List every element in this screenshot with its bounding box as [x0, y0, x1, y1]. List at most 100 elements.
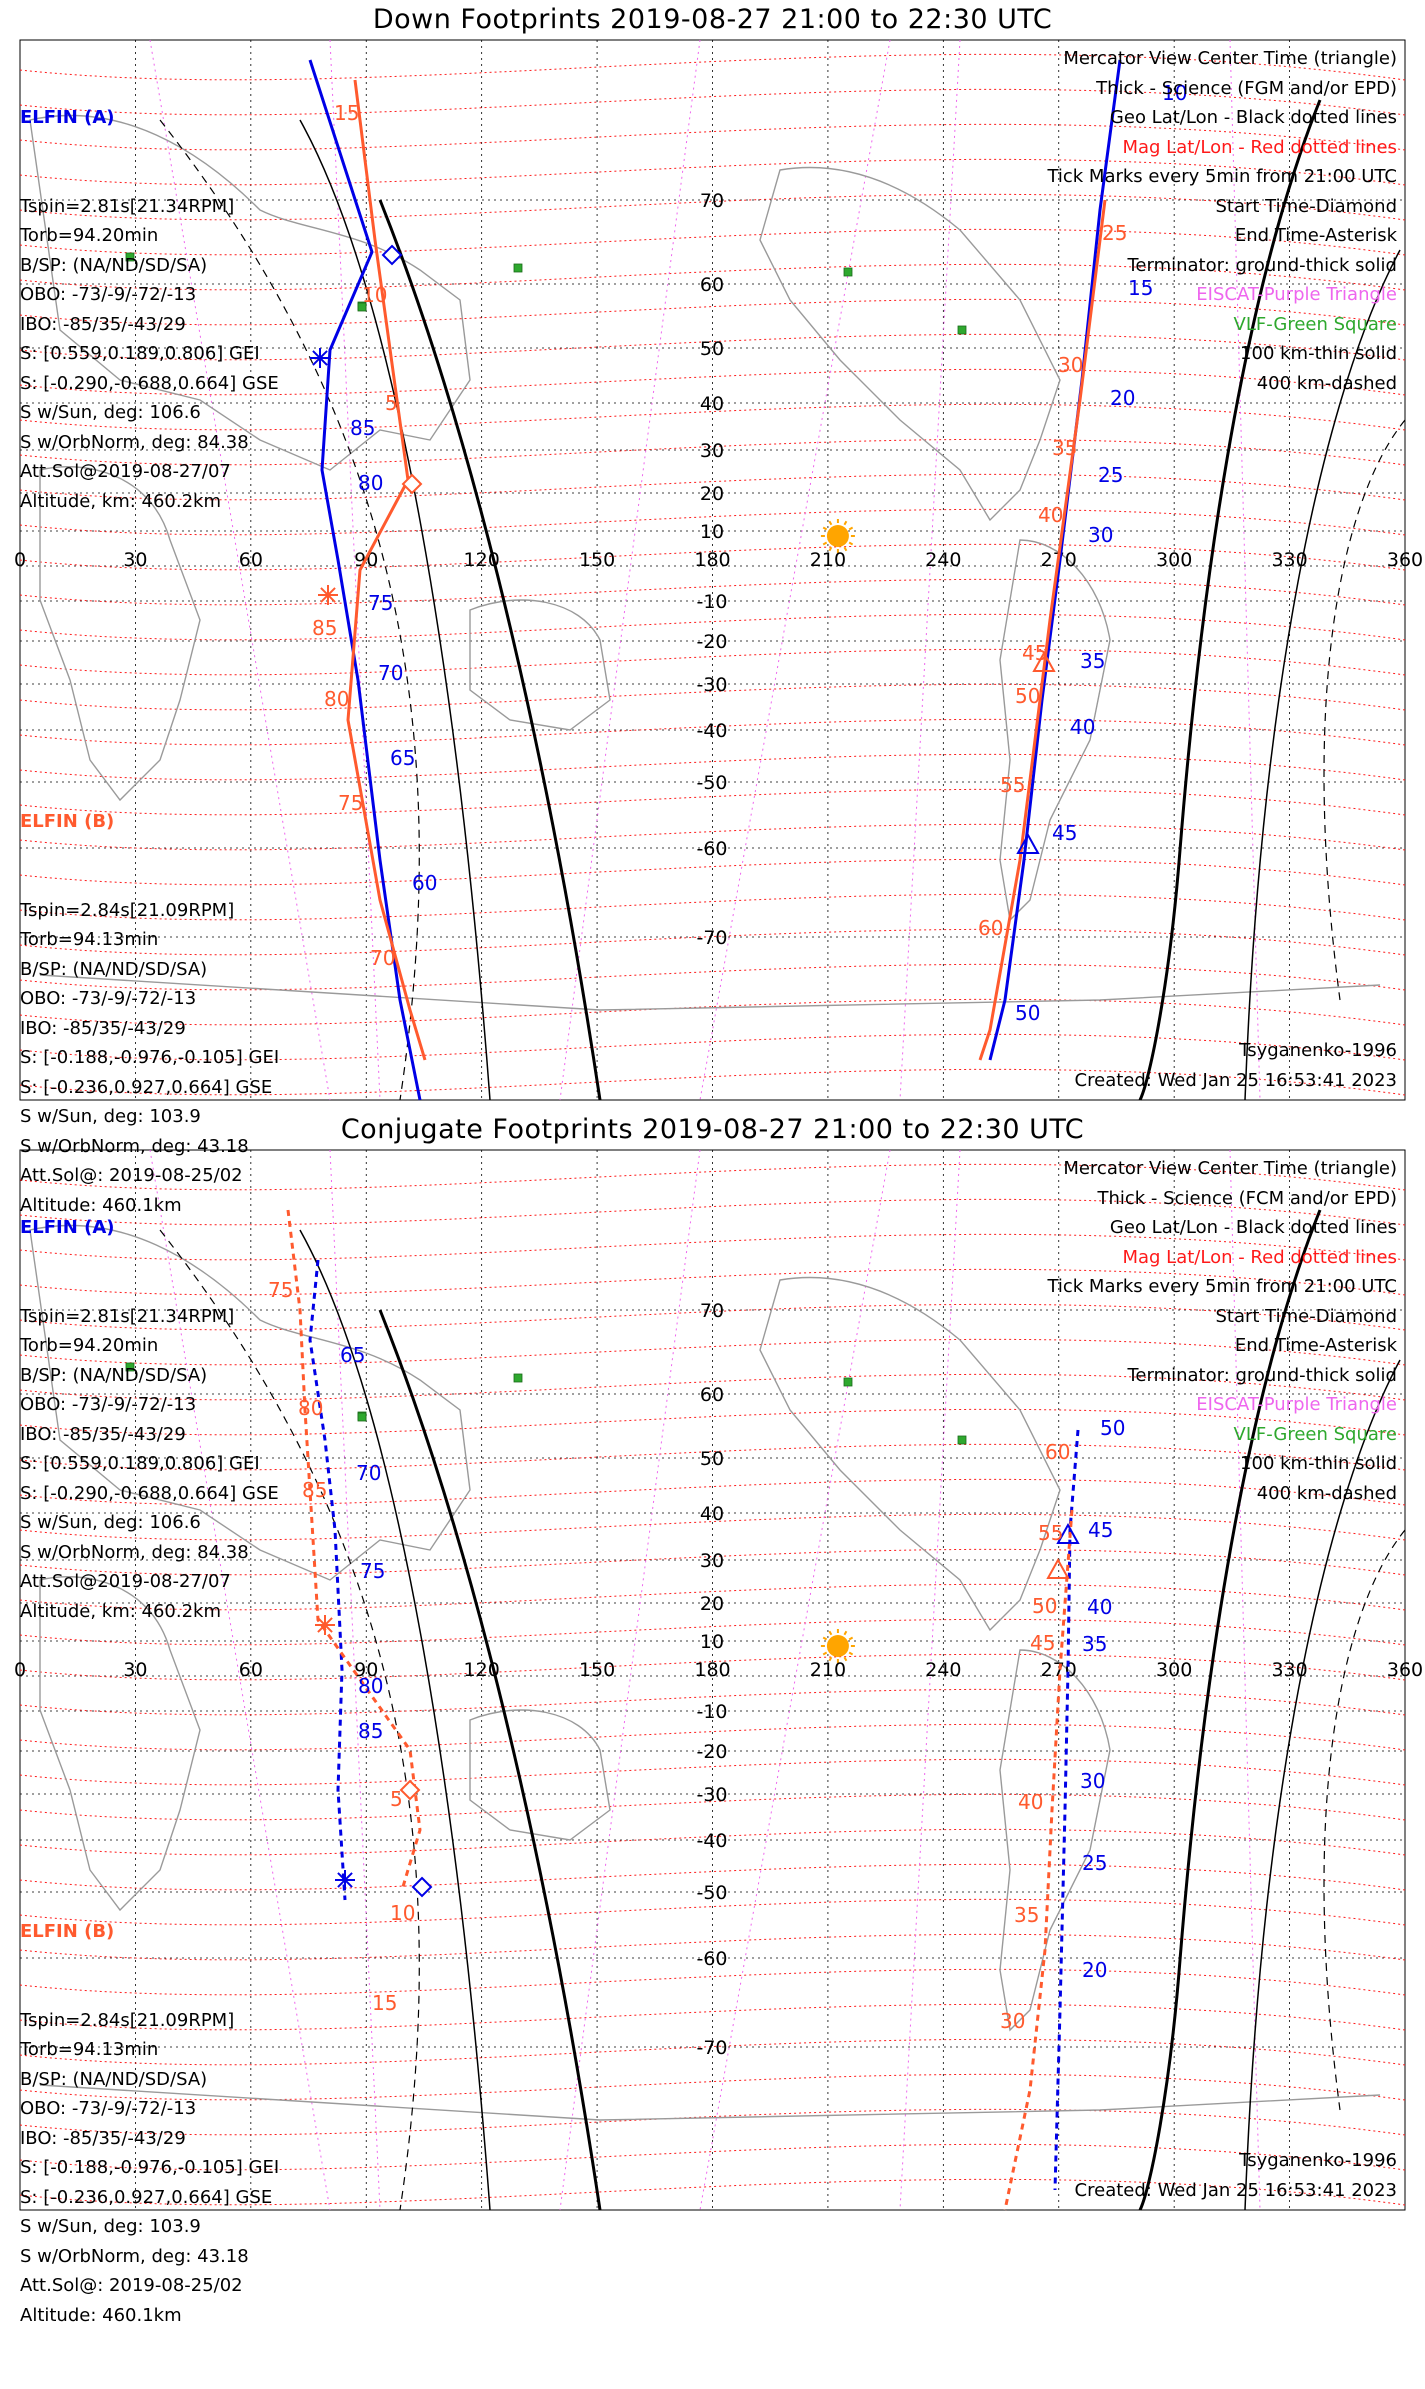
mag-lat-line [19, 1303, 1406, 1331]
lon-tick-label: 150 [579, 549, 615, 571]
lon-tick-label: 240 [925, 1659, 961, 1681]
legend-entry: Terminator: ground-thick solid [1127, 254, 1397, 276]
sun-ray [843, 520, 848, 526]
lon-tick-label: 60 [239, 1659, 263, 1681]
legend-entry: End Time-Asterisk [1234, 225, 1397, 246]
elfin-b-info: ELFIN (B) Tspin=2.84s[21.09RPM] Torb=94.1… [20, 1858, 279, 2389]
mag-meridian [149, 1149, 331, 2211]
lat-tick-label: 30 [700, 440, 724, 462]
mag-lat-line [19, 2003, 1406, 2031]
info-line: Att.Sol@2019-08-27/07 [20, 461, 231, 482]
elfin-b-tick-label: 35 [1014, 1903, 1039, 1927]
lat-tick-label: -70 [696, 927, 727, 949]
elfin-b-header: ELFIN (B) [20, 811, 115, 832]
elfin-a-tick-label: 30 [1080, 1769, 1105, 1793]
center-time-triangle [1032, 650, 1056, 672]
panel-title: Conjugate Footprints 2019-08-27 21:00 to… [340, 1114, 1085, 1145]
start-diamond [401, 473, 423, 495]
legend-entry: Thick - Science (FGM and/or EPD) [1096, 77, 1397, 99]
info-line: S w/Sun, deg: 103.9 [20, 2216, 201, 2237]
elfin-b-header: ELFIN (B) [20, 1921, 115, 1942]
lat-tick-label: -20 [696, 631, 727, 653]
info-line: S: [-0.188,-0.976,-0.105] GEI [20, 1047, 280, 1068]
info-line: Torb=94.20min [20, 1335, 159, 1356]
elfin-a-tick-label: 75 [360, 1559, 385, 1583]
coastline [39, 2084, 1381, 2121]
vlf-station-square [513, 1373, 523, 1383]
lat-tick-label: 10 [700, 521, 724, 543]
coastline [29, 114, 471, 471]
legend-entry: Terminator: ground-thick solid [1127, 1364, 1397, 1386]
end-asterisk [312, 350, 328, 366]
lat-tick-label: -10 [696, 591, 727, 613]
info-line: Att.Sol@: 2019-08-25/02 [20, 1165, 243, 1186]
info-line: S: [-0.290,-0.688,0.664] GSE [20, 1482, 279, 1504]
lat-tick-label: -60 [696, 1948, 727, 1970]
down-footprints-panel: Down Footprints 2019-08-27 21:00 to 22:3… [0, 0, 1425, 1216]
vlf-station-square [843, 1377, 853, 1387]
mag-lat-line [19, 263, 1406, 291]
mag-lat-line [19, 1478, 1406, 1506]
elfin-a-tick-label: 75 [368, 591, 393, 615]
mag-lat-line [19, 403, 1406, 431]
elfin-a-tick-label: 25 [1098, 463, 1123, 487]
info-line: Att.Sol@: 2019-08-25/02 [20, 2275, 243, 2296]
elfin-b-track-west [346, 79, 427, 1061]
mag-lat-line [19, 1828, 1406, 1856]
elfin-a-track-west [308, 59, 422, 1101]
mag-lat-line [19, 1793, 1406, 1821]
mag-lat-line [19, 1653, 1406, 1681]
sun-ray [822, 1636, 828, 1641]
lon-tick-label: 330 [1271, 1659, 1307, 1681]
mag-lat-line [19, 928, 1406, 956]
mag-lat-line [19, 1443, 1406, 1471]
info-line: S: [0.559,0.189,0.806] GEI [20, 1453, 260, 1474]
info-line: Altitude: 460.1km [20, 2304, 182, 2326]
mag-lat-line [19, 368, 1406, 396]
coastline [39, 1576, 201, 1912]
info-line: S: [-0.236,0.927,0.664] GSE [20, 1076, 273, 1098]
sun-ray [828, 1630, 833, 1636]
mag-lat-line [19, 753, 1406, 781]
legend-entry: 100 km-thin solid [1240, 1453, 1397, 1474]
legend-entry: 400 km-dashed [1256, 1482, 1397, 1504]
mag-lat-line [19, 123, 1406, 151]
elfin-a-tick-label: 45 [1052, 821, 1077, 845]
lon-tick-label: 180 [694, 549, 730, 571]
legend-entry: 400 km-dashed [1256, 372, 1397, 394]
legend-entry: Geo Lat/Lon - Black dotted lines [1109, 107, 1397, 128]
elfin-b-tick-label: 40 [1018, 1790, 1043, 1814]
info-line: Tspin=2.84s[21.09RPM] [20, 2009, 235, 2031]
terminator-ground-east [1138, 1209, 1322, 2211]
coastline [39, 974, 1381, 1011]
mag-lat-line [19, 1198, 1406, 1226]
elfin-a-tick-label: 30 [1088, 523, 1113, 547]
elfin-a-tick-label: 20 [1082, 1958, 1107, 1982]
lon-tick-label: 300 [1156, 549, 1192, 571]
center-time-triangle [1056, 1522, 1080, 1544]
lat-tick-label: -30 [696, 1784, 727, 1806]
mag-lat-line [19, 88, 1406, 116]
mag-lat-line [19, 823, 1406, 851]
elfin-b-tick-label: 50 [1015, 684, 1040, 708]
lat-tick-label: 60 [700, 274, 724, 296]
lat-tick-label: 30 [700, 1550, 724, 1572]
elfin-a-header: ELFIN (A) [20, 1217, 115, 1238]
info-line: IBO: -85/35/-43/29 [20, 1423, 186, 1445]
elfin-a-tick-label: 35 [1082, 1632, 1107, 1656]
vlf-station-square [125, 252, 135, 262]
lon-tick-label: 0 [14, 549, 26, 571]
terminator-100km [299, 119, 491, 1101]
terminator-400km-east [1323, 1529, 1406, 2111]
mag-lat-line [19, 1233, 1406, 1261]
lat-tick-label: 20 [700, 483, 724, 505]
model-label: Tsyganenko-1996 [1239, 2150, 1397, 2171]
elfin-b-tick-label: 10 [390, 1901, 415, 1925]
lat-tick-label: -40 [696, 720, 727, 742]
mag-lat-line [19, 473, 1406, 501]
coastline [759, 166, 1061, 522]
sun-ray [828, 1656, 833, 1662]
lon-tick-label: 330 [1271, 549, 1307, 571]
vlf-station-square [125, 1362, 135, 1372]
mag-meridian [559, 1149, 701, 2211]
